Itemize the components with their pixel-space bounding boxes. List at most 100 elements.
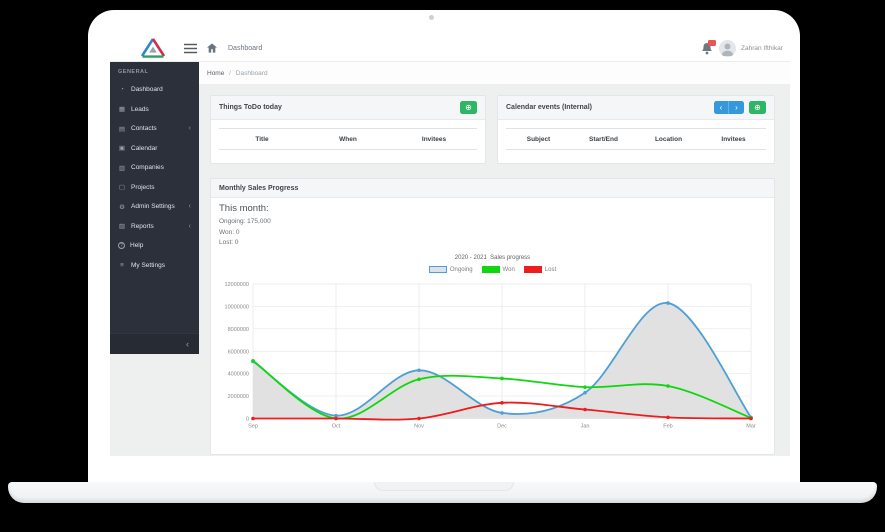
- sales-card-header: Monthly Sales Progress: [211, 179, 774, 198]
- svg-text:12000000: 12000000: [225, 282, 249, 288]
- sales-card-body: This month: Ongoing: 175,000 Won: 0 Lost: …: [211, 198, 774, 455]
- todo-card: Things ToDo today ⊕ Title When Invitees: [210, 95, 486, 164]
- column-header: Invitees: [721, 135, 746, 143]
- top-navbar: Dashboard Zahran Ifthikar: [110, 35, 790, 62]
- legend-label: Ongoing: [449, 266, 473, 273]
- column-header: Location: [654, 135, 683, 143]
- legend-item-won[interactable]: Won: [481, 266, 515, 273]
- sidebar-item-label: Help: [130, 242, 144, 250]
- sidebar-section-label: GENERAL: [118, 69, 149, 75]
- sales-summary-line: Won: 0: [219, 228, 240, 236]
- legend-swatch: [481, 266, 500, 273]
- svg-text:Jan: Jan: [581, 424, 590, 430]
- sidebar-item-calendar[interactable]: ▣ Calendar: [110, 139, 199, 159]
- sidebar-item-help[interactable]: ? Help: [110, 236, 199, 256]
- sidebar-item-reports[interactable]: ▨ Reports ‹: [110, 217, 199, 237]
- column-header: Invitees: [421, 135, 447, 143]
- sales-line-chart: 0 2000000 4000000 6000000 8000000 10000000 120…: [211, 281, 776, 433]
- user-avatar[interactable]: [719, 40, 736, 57]
- bar-chart-icon: ▨: [118, 223, 126, 231]
- legend-item-ongoing[interactable]: Ongoing: [428, 266, 473, 273]
- monthly-sales-card: Monthly Sales Progress This month: Ongoi…: [210, 178, 775, 455]
- speedometer-icon: ◔: [120, 86, 124, 94]
- building-icon: ▥: [118, 164, 126, 172]
- gear-icon: ⚙: [119, 203, 125, 211]
- sidebar-item-admin-settings[interactable]: ⚙ Admin Settings ‹: [110, 197, 199, 217]
- sidebar-item-projects[interactable]: ▢ Projects: [110, 178, 199, 198]
- calendar-icon: ▣: [118, 145, 126, 153]
- legend-swatch: [428, 266, 447, 273]
- svg-text:Feb: Feb: [663, 424, 672, 430]
- svg-text:Dec: Dec: [497, 424, 507, 430]
- calendar-events-card: Calendar events (Internal) ‹ › ⊕ Subject…: [497, 95, 775, 164]
- sidebar-item-leads[interactable]: ▦ Leads: [110, 100, 199, 120]
- sidebar-item-companies[interactable]: ▥ Companies: [110, 158, 199, 178]
- breadcrumb: Home / Dashboard: [199, 62, 790, 85]
- add-todo-button[interactable]: ⊕: [460, 101, 477, 114]
- svg-text:8000000: 8000000: [228, 327, 249, 333]
- sidebar-footer: ‹: [110, 333, 199, 354]
- sidebar-nav: ◔ Dashboard ▦ Leads ▤ Contacts ‹ ▣ Calendar ▥ Comp…: [110, 80, 199, 275]
- calendar-next-button[interactable]: ›: [729, 101, 744, 114]
- table-icon: ▦: [118, 106, 126, 114]
- sidebar-collapse-chevron-icon[interactable]: ‹: [186, 339, 189, 349]
- address-book-icon: ▤: [118, 125, 126, 133]
- chevron-left-icon: ‹: [188, 222, 191, 230]
- calendar-nav-buttons: ‹ ›: [714, 101, 744, 114]
- sidebar-item-label: Projects: [131, 183, 155, 191]
- add-calendar-event-button[interactable]: ⊕: [749, 101, 766, 114]
- calendar-card-header: Calendar events (Internal) ‹ › ⊕: [498, 96, 774, 120]
- svg-text:10000000: 10000000: [225, 304, 249, 310]
- sidebar-item-dashboard[interactable]: ◔ Dashboard: [110, 80, 199, 100]
- legend-label: Lost: [544, 266, 557, 273]
- document-icon: ▢: [118, 184, 126, 192]
- column-header: When: [339, 135, 357, 143]
- svg-text:4000000: 4000000: [228, 372, 249, 378]
- sales-summary: Ongoing: 175,000 Won: 0 Lost: 0: [219, 217, 271, 249]
- todo-card-title: Things ToDo today: [219, 104, 282, 111]
- chart-title: 2020 - 2021 Sales progress: [454, 255, 531, 261]
- legend-swatch: [523, 266, 542, 273]
- column-header: Subject: [526, 135, 551, 143]
- sidebar: GENERAL ◔ Dashboard ▦ Leads ▤ Contacts ‹ ▣ Calen…: [110, 62, 199, 354]
- sidebar-item-my-settings[interactable]: ≡ My Settings: [110, 256, 199, 276]
- home-icon[interactable]: [207, 43, 217, 53]
- legend-item-lost[interactable]: Lost: [523, 266, 557, 273]
- user-name[interactable]: Zahran Ifthikar: [741, 45, 783, 52]
- calendar-prev-button[interactable]: ‹: [714, 101, 729, 114]
- sales-summary-line: Ongoing: 175,000: [219, 218, 271, 225]
- laptop-base-notch: [374, 482, 514, 491]
- svg-text:Nov: Nov: [414, 424, 424, 430]
- sales-summary-line: Lost: 0: [219, 239, 239, 246]
- page-title: Dashboard: [228, 45, 263, 52]
- column-header: Title: [255, 135, 269, 143]
- app-logo[interactable]: [140, 37, 166, 61]
- chevron-left-icon: ‹: [188, 125, 191, 133]
- svg-text:Sep: Sep: [248, 424, 258, 430]
- svg-text:6000000: 6000000: [228, 349, 249, 355]
- sidebar-item-label: My Settings: [131, 261, 165, 269]
- legend-label: Won: [502, 266, 515, 273]
- svg-text:Oct: Oct: [332, 424, 341, 430]
- todo-table-header-row: Title When Invitees: [219, 128, 477, 150]
- column-header: Start/End: [589, 135, 618, 143]
- sidebar-item-label: Contacts: [131, 125, 157, 133]
- calendar-card-title: Calendar events (Internal): [506, 104, 592, 111]
- this-month-heading: This month:: [219, 203, 269, 214]
- todo-card-header: Things ToDo today ⊕: [211, 96, 485, 120]
- laptop-screen: Dashboard Zahran Ifthikar Home / D: [88, 10, 800, 482]
- chevron-left-icon: ‹: [188, 203, 191, 211]
- sidebar-item-contacts[interactable]: ▤ Contacts ‹: [110, 119, 199, 139]
- menu-toggle-hamburger-icon[interactable]: [184, 43, 197, 54]
- sidebar-item-label: Admin Settings: [131, 203, 175, 211]
- sidebar-item-label: Companies: [131, 164, 164, 172]
- sidebar-item-label: Calendar: [131, 144, 158, 152]
- breadcrumb-home-link[interactable]: Home: [207, 70, 225, 77]
- webcam-icon: [429, 15, 434, 20]
- svg-text:Mar: Mar: [746, 424, 756, 430]
- crm-dashboard-window: Dashboard Zahran Ifthikar Home / D: [110, 35, 790, 456]
- sales-card-title: Monthly Sales Progress: [219, 184, 299, 192]
- chart-legend: Ongoing Won Lost: [211, 266, 774, 273]
- sidebar-item-label: Leads: [131, 105, 149, 113]
- notification-badge: [708, 40, 716, 46]
